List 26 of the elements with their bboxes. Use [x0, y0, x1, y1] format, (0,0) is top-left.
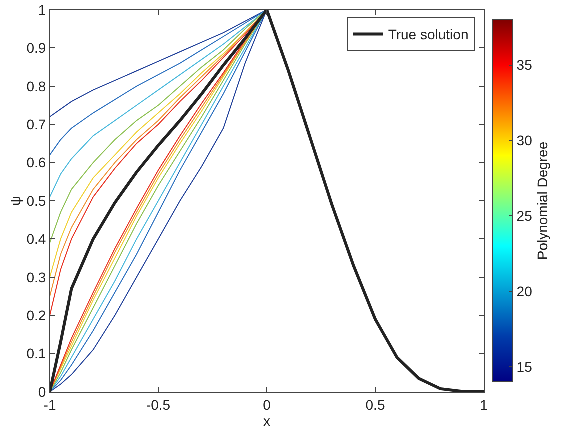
y-tick-label: 0 [38, 384, 46, 400]
color-bar-title: Polynomial Degree [534, 142, 551, 260]
color-bar-label: 25 [516, 208, 533, 224]
x-tick-label: -0.5 [146, 396, 171, 413]
y-tick-label: 0.1 [26, 346, 46, 362]
color-bar-label: 20 [516, 283, 533, 300]
y-tick-label: 0.9 [26, 40, 46, 56]
color-bar-label: 15 [516, 358, 533, 375]
y-tick-label: 0.6 [26, 154, 46, 171]
x-axis-title: x [264, 412, 270, 429]
x-tick-label: 0 [263, 396, 272, 413]
x-tick-label: -1 [44, 396, 56, 413]
y-tick-label: 0.7 [26, 116, 46, 132]
y-tick-label: 0.5 [26, 192, 46, 209]
y-tick-label: 1 [38, 2, 46, 18]
x-tick-label: 0.5 [366, 396, 386, 413]
y-tick-label: 0.8 [26, 78, 46, 94]
color-bar-label: 30 [516, 132, 533, 149]
y-tick-label: 0.3 [26, 269, 46, 286]
line-series [50, 10, 484, 392]
color-bar-label: 35 [516, 57, 533, 74]
legend-label: True solution [388, 26, 469, 43]
x-tick-label: 1 [480, 396, 488, 413]
y-tick-label: 0.4 [26, 231, 46, 248]
y-axis-title: ψ [7, 196, 24, 206]
y-tick-label: 0.2 [26, 308, 46, 324]
